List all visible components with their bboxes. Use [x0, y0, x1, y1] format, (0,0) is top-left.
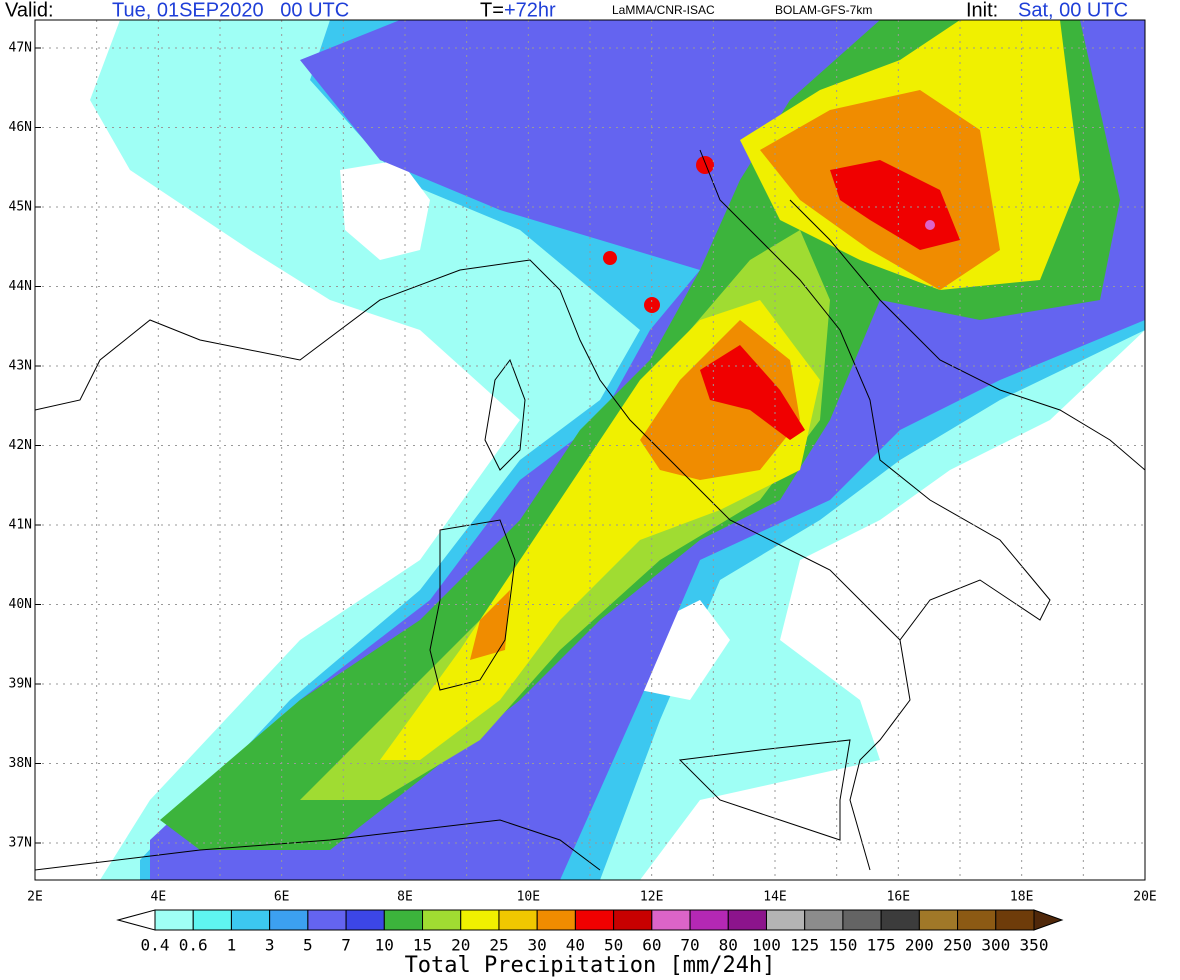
colorbar-swatch: [995, 909, 1035, 931]
forecast-label: T=: [480, 0, 504, 21]
colorbar-level: 7: [341, 936, 351, 955]
lon-label: 2E: [27, 890, 43, 905]
colorbar-level: 15: [413, 936, 432, 955]
lon-label: 14E: [763, 890, 786, 905]
colorbar-swatch: [498, 909, 538, 931]
colorbar-swatch: [765, 909, 806, 931]
colorbar-swatch: [230, 909, 271, 931]
lon-label: 10E: [517, 890, 540, 905]
lon-label: 4E: [151, 890, 167, 905]
valid-label: Valid:: [5, 0, 54, 21]
colorbar-title: Total Precipitation [mm/24h]: [405, 953, 776, 978]
colorbar-level: 5: [303, 936, 313, 955]
colorbar-swatch: [307, 909, 347, 931]
colorbar-swatch: [536, 909, 576, 931]
colorbar-level: 50: [604, 936, 623, 955]
colorbar-low-arrow: [116, 909, 156, 931]
lat-label: 45N: [9, 200, 32, 215]
colorbar-swatch: [422, 909, 462, 931]
colorbar-swatch: [918, 909, 959, 931]
lon-label: 12E: [640, 890, 663, 905]
init-label: Init:: [966, 0, 998, 21]
lat-label: 44N: [9, 279, 32, 294]
colorbar-level: 0.4: [141, 936, 170, 955]
map-frame: [34, 19, 1146, 881]
colorbar-level: 10: [375, 936, 394, 955]
colorbar-level: 250: [943, 936, 972, 955]
colorbar-level: 300: [981, 936, 1010, 955]
model: BOLAM-GFS-7km: [775, 3, 872, 17]
colorbar-swatch: [574, 909, 615, 931]
init-time: Sat, 00 UTC: [1018, 0, 1128, 21]
colorbar-swatch: [842, 909, 882, 931]
lat-label: 42N: [9, 438, 32, 453]
colorbar-high-arrow: [1033, 909, 1064, 931]
colorbar-level: 25: [489, 936, 508, 955]
colorbar-swatch: [345, 909, 385, 931]
colorbar-swatch: [269, 909, 309, 931]
colorbar-level: 150: [828, 936, 857, 955]
lat-label: 39N: [9, 677, 32, 692]
lat-label: 38N: [9, 756, 32, 771]
valid-time: Tue, 01SEP2020 00 UTC: [112, 0, 349, 21]
colorbar-swatch: [689, 909, 729, 931]
lon-label: 8E: [397, 890, 413, 905]
colorbar-swatch: [880, 909, 920, 931]
colorbar-swatch: [727, 909, 767, 931]
forecast-hour: +72hr: [504, 0, 556, 21]
colorbar-swatch: [651, 909, 691, 931]
colorbar-level: 40: [566, 936, 585, 955]
colorbar-level: 60: [642, 936, 661, 955]
lat-label: 41N: [9, 518, 32, 533]
colorbar-level: 100: [752, 936, 781, 955]
colorbar-level: 70: [680, 936, 699, 955]
colorbar-swatch: [383, 909, 424, 931]
colorbar-level: 175: [867, 936, 896, 955]
precipitation-field: [35, 20, 1145, 880]
lon-label: 6E: [274, 890, 290, 905]
source: LaMMA/CNR-ISAC: [612, 3, 715, 17]
colorbar-swatch: [460, 909, 500, 931]
colorbar-level: 1: [227, 936, 237, 955]
lon-label: 20E: [1133, 890, 1156, 905]
colorbar-swatch: [957, 909, 997, 931]
lat-label: 46N: [9, 120, 32, 135]
graticule: 2E 4E 6E 8E 10E 12E 14E 16E 18E 20E 47N 46N 45N 44N 43…: [9, 20, 1157, 905]
colorbar-level: 80: [719, 936, 738, 955]
colorbar-swatch: [613, 909, 653, 931]
colorbar-swatch: [804, 909, 844, 931]
lat-label: 47N: [9, 41, 32, 56]
lon-label: 16E: [887, 890, 910, 905]
colorbar-level: 0.6: [179, 936, 208, 955]
colorbar-level: 20: [451, 936, 470, 955]
lat-label: 40N: [9, 597, 32, 612]
colorbar-level: 3: [265, 936, 275, 955]
colorbar-swatch: [192, 909, 232, 931]
lat-label: 43N: [9, 359, 32, 374]
colorbar: 0.4 0.6 1 3 5 7 10 15 20 25 30 40 50 60 70 80 100 125 150 1…: [116, 909, 1064, 955]
colorbar-level: 350: [1020, 936, 1049, 955]
lat-label: 37N: [9, 836, 32, 851]
colorbar-swatch: [154, 909, 194, 931]
lon-label: 18E: [1010, 890, 1033, 905]
colorbar-level: 200: [905, 936, 934, 955]
colorbar-level: 30: [528, 936, 547, 955]
colorbar-level: 125: [790, 936, 819, 955]
